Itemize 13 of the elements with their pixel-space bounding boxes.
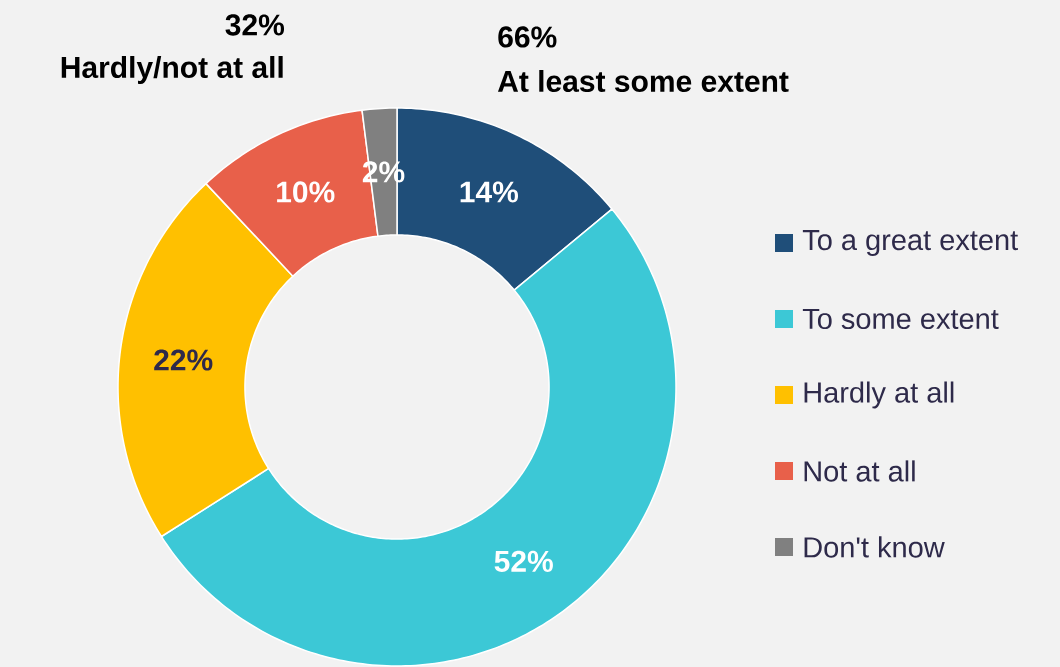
- legend-label: Don't know: [804, 536, 945, 558]
- data-label: 22%: [154, 349, 213, 371]
- data-label: 52%: [494, 550, 553, 572]
- legend-label: Hardly at all: [804, 381, 954, 409]
- legend-label: To a great extent: [802, 230, 1018, 256]
- data-label: 10%: [277, 181, 335, 203]
- text: 66%: [498, 26, 557, 48]
- text: 32%: [225, 14, 285, 36]
- text: At least some extent: [497, 69, 789, 93]
- text: Hardly/not at all: [61, 56, 283, 84]
- legend-label: Not at all: [804, 460, 915, 482]
- legend-label: To some extent: [802, 308, 999, 330]
- data-label: 14%: [460, 181, 519, 203]
